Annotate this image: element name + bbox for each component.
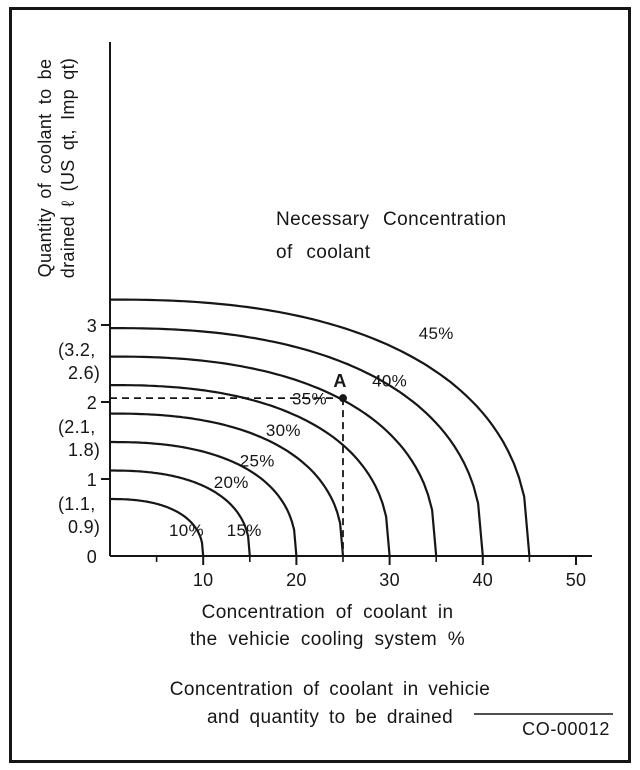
x-tick-label: 50 xyxy=(566,570,587,590)
curve-45 xyxy=(108,298,531,558)
x-tick-label: 40 xyxy=(472,570,493,590)
figure-border xyxy=(9,7,631,763)
curve-15 xyxy=(108,469,251,558)
y-tick-conversion: (2.1, xyxy=(58,417,96,437)
curve-label: 30% xyxy=(266,421,301,440)
y-tick-conversion: 1.8) xyxy=(68,440,100,460)
curve-label: 45% xyxy=(419,324,454,343)
chart-annotation-line-2: of coolant xyxy=(276,242,371,263)
x-axis-title: Concentration of coolant in the vehicie … xyxy=(135,599,520,653)
x-tick-label: 20 xyxy=(286,570,307,590)
figure-caption-line-1: Concentration of coolant in vehicie xyxy=(169,679,491,700)
y-tick-conversion: (3.2, xyxy=(58,340,96,360)
x-axis-title-line-2: the vehicie cooling system % xyxy=(189,629,466,650)
point-label: A xyxy=(333,371,346,391)
curve-35 xyxy=(108,355,438,558)
x-tick-label: 30 xyxy=(379,570,400,590)
curve-label: 20% xyxy=(214,473,249,492)
curve-label: 25% xyxy=(240,452,275,471)
curve-30 xyxy=(108,384,391,558)
curve-20 xyxy=(108,440,298,558)
chart-annotation-line-1: Necessary Concentration xyxy=(276,209,507,230)
y-tick-conversion: 2.6) xyxy=(68,363,100,383)
y-tick-label: 1 xyxy=(87,470,97,490)
y-axis-title-line-1: Quantity of coolant to be xyxy=(35,58,55,278)
figure-caption: Concentration of coolant in vehicie and … xyxy=(110,676,550,732)
y-tick-label: 3 xyxy=(87,316,97,336)
curve-label: 10% xyxy=(169,521,204,540)
y-tick-label: 2 xyxy=(87,393,97,413)
curve-10 xyxy=(108,497,205,558)
x-tick-label: 10 xyxy=(193,570,214,590)
y-axis-title: Quantity of coolant to be drained ℓ (US … xyxy=(34,18,80,318)
curve-40 xyxy=(108,327,484,558)
chart-annotation: Necessary Concentration of coolant xyxy=(276,203,507,269)
figure-code: CO-00012 xyxy=(522,719,610,739)
y-tick-label: 0 xyxy=(87,547,97,567)
y-tick-conversion: (1.1, xyxy=(58,494,96,514)
y-axis-title-line-2: drained ℓ (US qt, Imp qt) xyxy=(58,57,78,279)
curve-25 xyxy=(108,412,345,558)
curve-label: 35% xyxy=(292,389,327,408)
point-marker xyxy=(339,394,347,403)
curve-label: 40% xyxy=(372,372,407,391)
figure-caption-line-2: and quantity to be drained xyxy=(206,707,454,728)
curve-label: 15% xyxy=(227,521,262,540)
y-tick-conversion: 0.9) xyxy=(68,517,100,537)
x-axis-title-line-1: Concentration of coolant in xyxy=(201,602,454,623)
